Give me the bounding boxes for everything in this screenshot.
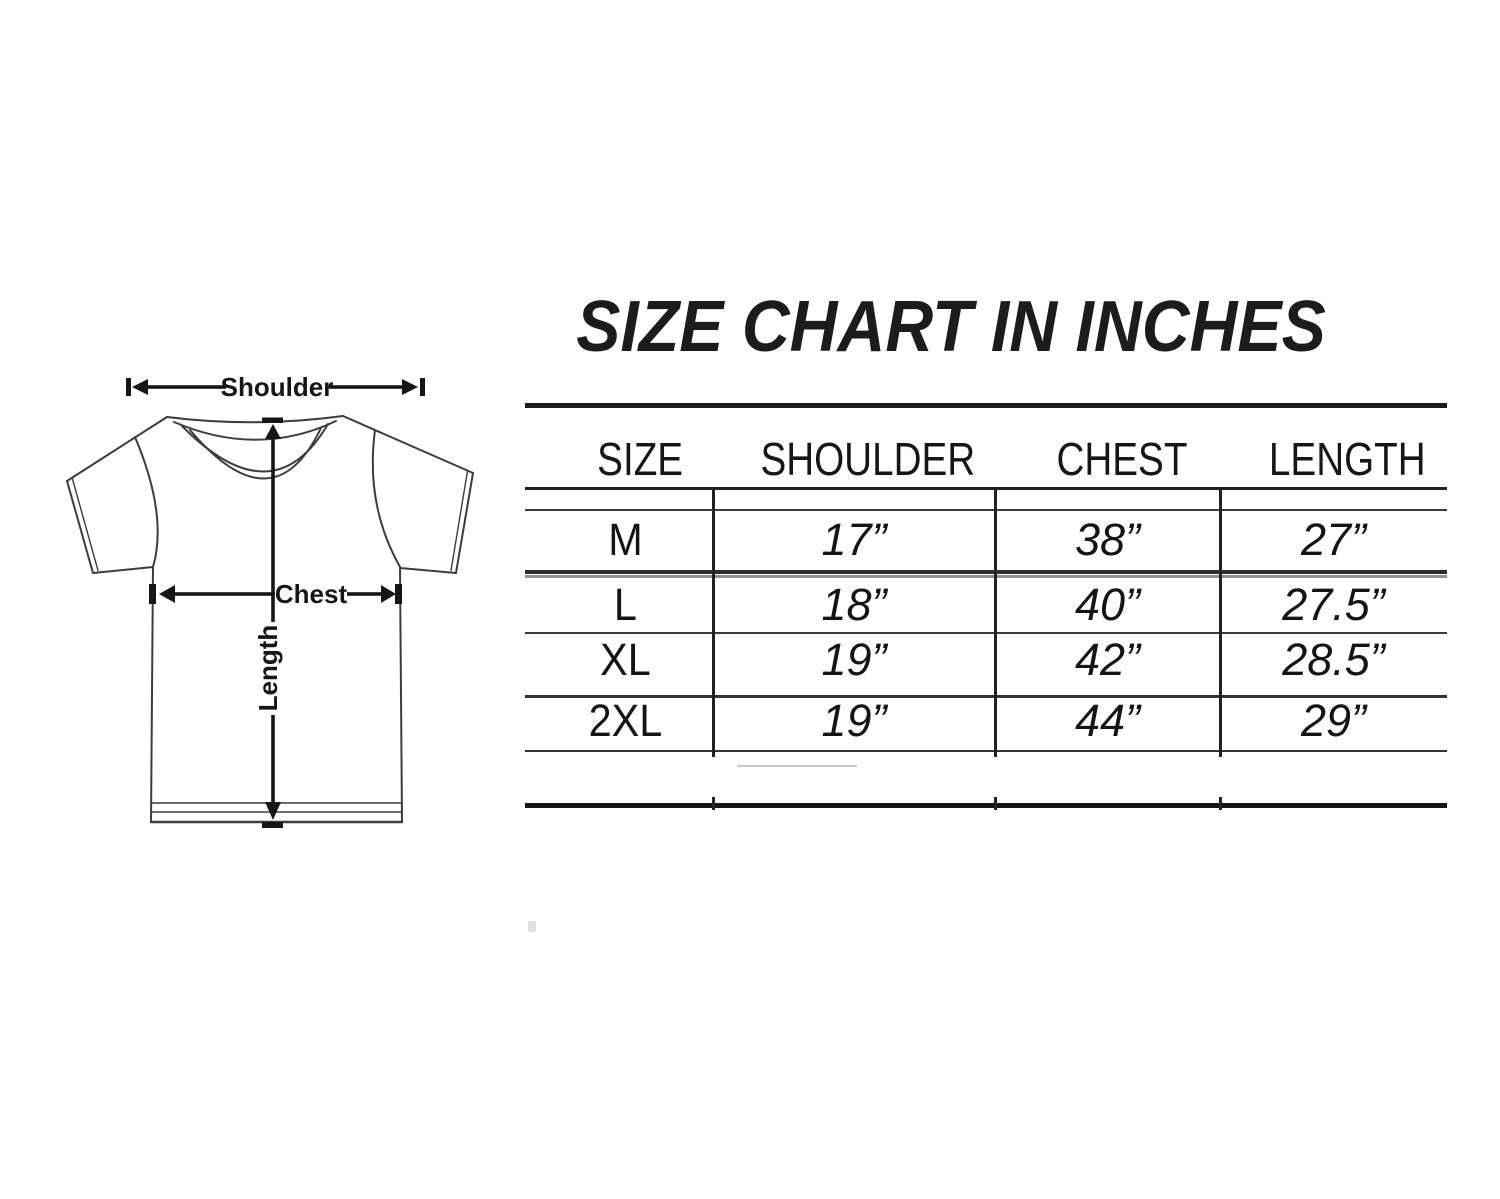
row-divider [525, 750, 1447, 752]
column-tick [1219, 797, 1222, 810]
size-cell: XL [600, 634, 651, 685]
shoulder-arrow-icon [126, 378, 425, 396]
shoulder-cell: 19” [821, 634, 887, 685]
table-bottom-border [525, 803, 1447, 808]
length-cell: 28.5” [1282, 634, 1385, 685]
length-dimension-label: Length [253, 625, 283, 712]
column-divider [994, 487, 997, 757]
chest-cell: 44” [1074, 695, 1141, 746]
scan-artifact [528, 921, 536, 932]
length-cell: 27.5” [1282, 579, 1385, 630]
column-divider [1219, 487, 1222, 757]
table-header-row: SIZE SHOULDER CHEST LENGTH [525, 431, 1447, 487]
header-chest: CHEST [1056, 433, 1187, 485]
faint-artifact-line [737, 765, 857, 767]
header-length: LENGTH [1269, 433, 1426, 485]
table-row: L 18” 40” 27.5” [525, 578, 1447, 632]
length-cell: 27” [1300, 514, 1367, 565]
size-cell: M [608, 514, 643, 565]
size-cell: L [613, 579, 637, 630]
tshirt-measurement-diagram-icon: Shoulder Chest Length [66, 372, 474, 828]
row-divider-shadow [525, 575, 1447, 578]
chest-arrow-icon [149, 584, 402, 604]
length-cell: 29” [1300, 695, 1367, 746]
page-title: SIZE CHART IN INCHES [576, 287, 1326, 367]
row-divider [525, 695, 1447, 698]
shoulder-dimension-label: Shoulder [221, 372, 334, 402]
row-divider [525, 632, 1447, 634]
table-row: 2XL 19” 44” 29” [525, 694, 1447, 748]
length-arrow-icon [262, 417, 283, 828]
column-tick [994, 797, 997, 810]
header-size: SIZE [597, 433, 683, 485]
header-shoulder: SHOULDER [760, 433, 976, 485]
table-top-border [525, 403, 1447, 408]
chest-cell: 38” [1074, 514, 1141, 565]
table-row: XL 19” 42” 28.5” [525, 630, 1447, 690]
row-divider [525, 570, 1447, 574]
chest-cell: 40” [1074, 579, 1141, 630]
chest-cell: 42” [1074, 634, 1141, 685]
column-divider [712, 487, 715, 757]
tshirt-outline-icon [66, 415, 474, 824]
shoulder-cell: 17” [821, 514, 887, 565]
header-divider [525, 487, 1447, 490]
table-row: M 17” 38” 27” [525, 510, 1447, 570]
size-table: SIZE SHOULDER CHEST LENGTH M 17” 38” 27”… [525, 403, 1447, 818]
column-tick [712, 797, 715, 810]
shoulder-cell: 19” [821, 695, 887, 746]
chest-dimension-label: Chest [275, 579, 348, 609]
header-sub-divider [525, 509, 1447, 511]
shoulder-cell: 18” [821, 579, 887, 630]
size-cell: 2XL [588, 695, 663, 746]
